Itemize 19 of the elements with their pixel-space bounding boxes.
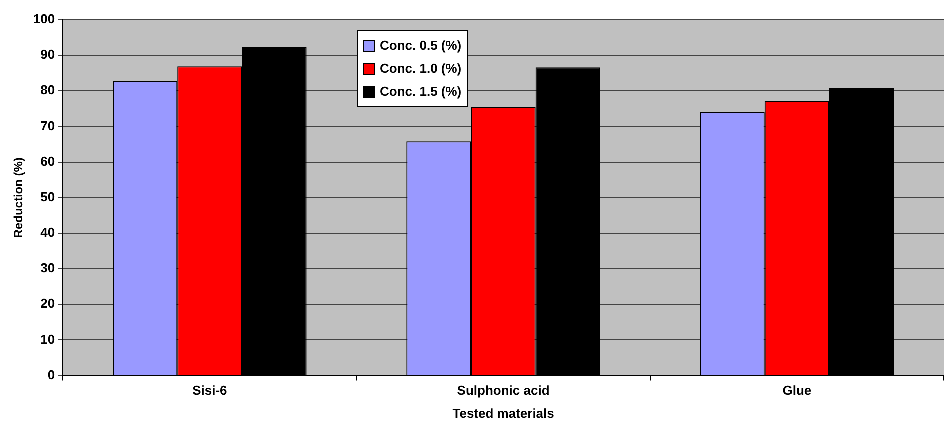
y-tick-label: 0 xyxy=(48,367,56,382)
x-tick-label: Glue xyxy=(782,383,812,398)
x-tick-label: Sisi-6 xyxy=(192,383,228,398)
y-axis-title: Reduction (%) xyxy=(12,158,26,238)
legend-label: Conc. 1.0 (%) xyxy=(380,60,462,78)
y-tick-label: 30 xyxy=(40,260,56,276)
x-tick-label: Sulphonic acid xyxy=(457,383,550,398)
y-tick-label: 20 xyxy=(40,296,56,312)
y-tick-label: 50 xyxy=(40,189,56,204)
x-axis-title: Tested materials xyxy=(452,406,554,421)
y-tick-label: 80 xyxy=(40,82,56,98)
y-tick-label: 100 xyxy=(33,12,56,27)
legend-label: Conc. 0.5 (%) xyxy=(380,37,462,55)
y-tick-label: 40 xyxy=(40,225,56,240)
legend-label: Conc. 1.5 (%) xyxy=(380,83,462,101)
y-tick-label: 90 xyxy=(40,47,56,62)
y-tick-label: 70 xyxy=(40,118,56,134)
y-tick-label: 60 xyxy=(40,154,56,169)
y-tick-label: 10 xyxy=(40,332,56,347)
